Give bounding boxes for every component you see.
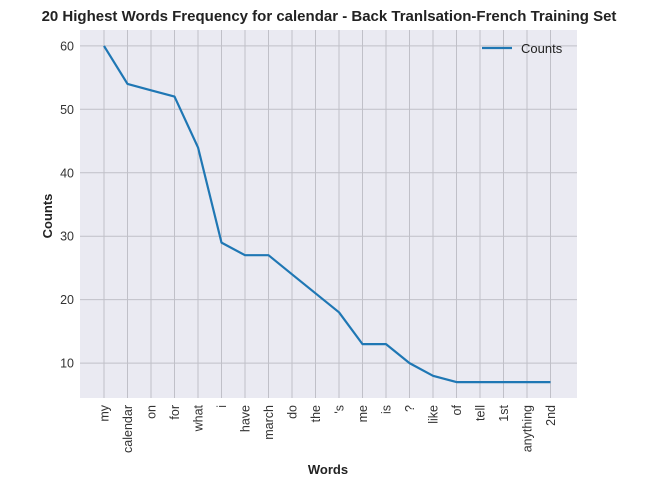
x-tick-label: for xyxy=(168,405,182,420)
x-tick-label: the xyxy=(309,405,323,422)
series-line-counts xyxy=(103,45,551,384)
x-tick-label: calendar xyxy=(121,405,135,453)
x-tick-label: me xyxy=(356,405,370,422)
y-tick-label: 50 xyxy=(60,103,74,117)
grid-lines xyxy=(80,30,577,398)
y-tick-label: 10 xyxy=(60,357,74,371)
y-tick-labels: 10 20 30 40 50 60 xyxy=(60,39,74,370)
y-tick-label: 20 xyxy=(60,293,74,307)
chart-title: 20 Highest Words Frequency for calendar … xyxy=(42,8,617,25)
x-tick-label: march xyxy=(262,405,276,440)
x-tick-labels: my calendar on for what i have march do the 's me is… xyxy=(98,404,559,453)
x-tick-label: i xyxy=(215,405,229,408)
legend: Counts xyxy=(482,41,563,56)
x-tick-label: have xyxy=(239,405,253,432)
x-tick-label: is xyxy=(380,405,394,414)
y-tick-label: 30 xyxy=(60,230,74,244)
x-tick-label: my xyxy=(98,404,112,421)
x-axis-label: Words xyxy=(308,462,348,477)
x-tick-label: anything xyxy=(521,405,535,452)
y-tick-label: 40 xyxy=(60,166,74,180)
x-tick-label: of xyxy=(450,404,464,415)
x-tick-label: 2nd xyxy=(544,405,558,426)
x-tick-label: do xyxy=(286,405,300,419)
x-tick-label: ? xyxy=(403,405,417,412)
legend-label-counts: Counts xyxy=(521,41,563,56)
y-tick-label: 60 xyxy=(60,39,74,53)
x-tick-label: 1st xyxy=(497,404,511,421)
x-tick-label: 's xyxy=(333,405,347,414)
x-tick-label: tell xyxy=(474,405,488,421)
plot-area xyxy=(80,30,577,398)
x-tick-label: like xyxy=(427,405,441,424)
y-axis-label: Counts xyxy=(40,194,55,239)
x-tick-label: on xyxy=(145,405,159,419)
x-tick-label: what xyxy=(192,404,206,432)
